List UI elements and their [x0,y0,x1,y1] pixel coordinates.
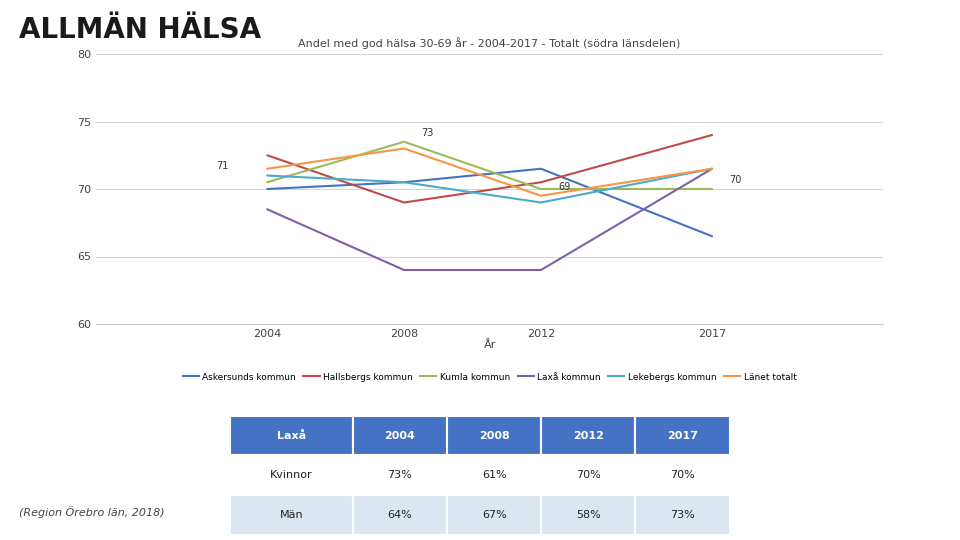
FancyBboxPatch shape [353,416,447,455]
Legend: Askersunds kommun, Hallsbergs kommun, Kumla kommun, Laxå kommun, Lekebergs kommu: Askersunds kommun, Hallsbergs kommun, Ku… [179,369,801,385]
Text: 71: 71 [216,161,228,172]
Text: 2012: 2012 [573,430,604,441]
Text: 64%: 64% [388,510,412,520]
X-axis label: År: År [484,340,495,350]
Text: 73%: 73% [670,510,695,520]
Text: ALLMÄN HÄLSA: ALLMÄN HÄLSA [19,16,261,44]
Text: (Region Örebro län, 2018): (Region Örebro län, 2018) [19,507,165,518]
Title: Andel med god hälsa 30-69 år - 2004-2017 - Totalt (södra länsdelen): Andel med god hälsa 30-69 år - 2004-2017… [299,37,681,49]
Text: 73%: 73% [388,470,412,480]
Text: 70: 70 [730,175,741,185]
FancyBboxPatch shape [636,416,730,455]
FancyBboxPatch shape [230,495,353,535]
FancyBboxPatch shape [541,416,636,455]
Text: 2017: 2017 [667,430,698,441]
Text: Laxå: Laxå [277,430,306,441]
FancyBboxPatch shape [230,416,353,455]
Text: 70%: 70% [670,470,695,480]
Text: 73: 73 [421,127,434,138]
Text: 58%: 58% [576,510,601,520]
FancyBboxPatch shape [447,455,541,495]
FancyBboxPatch shape [353,455,447,495]
Text: 70%: 70% [576,470,601,480]
FancyBboxPatch shape [447,495,541,535]
FancyBboxPatch shape [230,455,353,495]
FancyBboxPatch shape [447,416,541,455]
Text: Män: Män [279,510,303,520]
Text: 69: 69 [558,181,570,192]
FancyBboxPatch shape [541,455,636,495]
FancyBboxPatch shape [636,495,730,535]
FancyBboxPatch shape [636,455,730,495]
Text: 67%: 67% [482,510,507,520]
Text: Kvinnor: Kvinnor [271,470,313,480]
FancyBboxPatch shape [541,495,636,535]
Text: 2004: 2004 [385,430,416,441]
FancyBboxPatch shape [353,495,447,535]
Text: 61%: 61% [482,470,507,480]
Text: 2008: 2008 [479,430,510,441]
